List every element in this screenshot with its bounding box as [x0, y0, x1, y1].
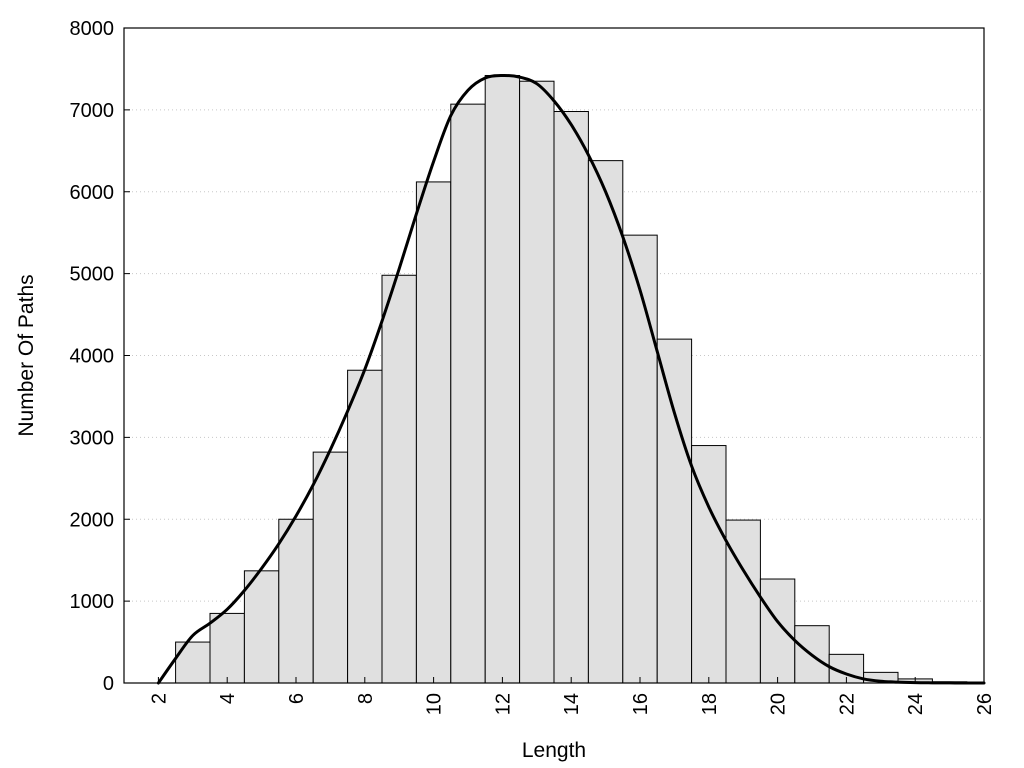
histogram-bar: [312, 451, 349, 684]
x-tick-label: 8: [355, 693, 377, 704]
y-axis-title: Number Of Paths: [15, 274, 38, 436]
x-axis: 2 4 6 8 10 12 14 16 18 20 22 24 26: [148, 677, 996, 715]
x-tick-label: 22: [836, 693, 858, 715]
x-axis-title: Length: [522, 739, 586, 762]
x-tick-label: 10: [424, 693, 446, 715]
y-tick-label: 3000: [70, 427, 115, 449]
histogram-bar: [209, 612, 245, 684]
histogram-bar: [415, 181, 452, 684]
y-tick-label: 6000: [70, 182, 115, 204]
histogram-bar: [484, 74, 521, 684]
density-curve: [156, 73, 986, 685]
y-tick-label: 2000: [70, 509, 115, 531]
grid-lines: [124, 109, 984, 602]
y-tick-label: 4000: [70, 346, 115, 368]
histogram-bar: [759, 578, 796, 684]
x-tick-label: 24: [905, 693, 927, 715]
histogram-bar: [381, 274, 417, 684]
y-tick-label: 8000: [70, 18, 115, 40]
y-tick-label: 0: [103, 673, 114, 695]
histogram-bar: [553, 111, 589, 684]
y-axis: 0 1000 2000 3000 4000 5000 6000 7000 8000: [70, 18, 130, 695]
histogram-bar: [278, 518, 314, 684]
histogram-bar: [725, 519, 761, 684]
y-tick-label: 1000: [70, 591, 115, 613]
histogram-bar: [691, 445, 727, 684]
histogram-bar: [656, 338, 693, 684]
y-tick-label: 5000: [70, 264, 115, 286]
x-tick-label: 16: [630, 693, 652, 715]
histogram-bar: [587, 160, 624, 684]
x-tick-label: 4: [217, 693, 239, 704]
histogram-bars: [175, 74, 968, 684]
x-tick-label: 26: [974, 693, 996, 715]
x-tick-label: 12: [492, 693, 514, 715]
x-tick-label: 6: [286, 693, 308, 704]
x-tick-label: 2: [148, 693, 170, 704]
histogram-bar: [175, 641, 211, 684]
histogram-bar: [243, 570, 280, 684]
histogram-bar: [347, 369, 383, 684]
x-tick-label: 18: [699, 693, 721, 715]
histogram-bar: [622, 234, 658, 684]
histogram-bar: [450, 103, 486, 684]
x-tick-label: 20: [768, 693, 790, 715]
x-tick-label: 14: [561, 693, 583, 715]
histogram-bar: [519, 80, 555, 684]
y-tick-label: 7000: [70, 100, 115, 122]
